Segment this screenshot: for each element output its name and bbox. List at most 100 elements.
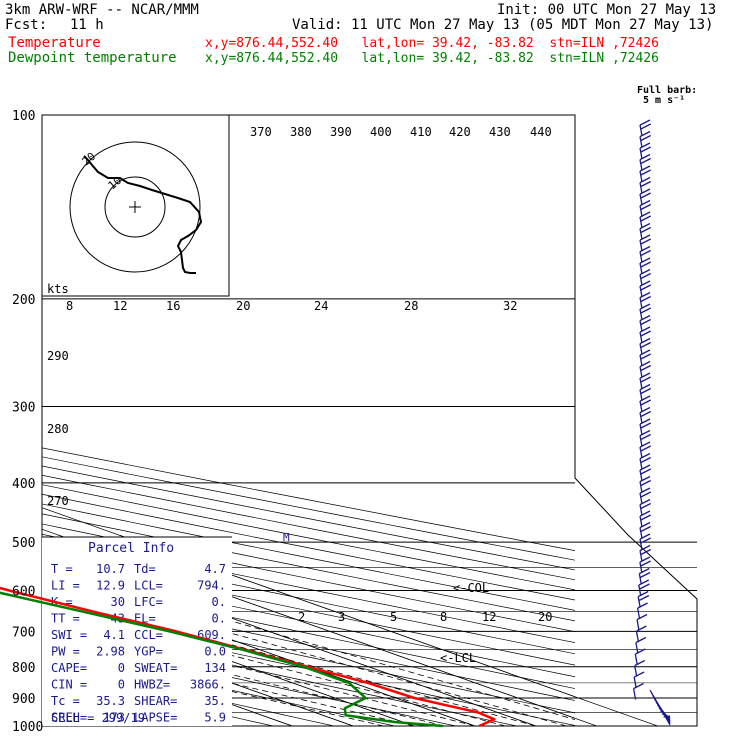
barb-flag [639,176,651,184]
parcel-value-k: 30 [111,595,125,609]
barb-flag [640,180,651,188]
parcel-label-t: T = [51,562,73,576]
barb-staff [635,642,639,654]
barb-flag [640,422,651,429]
barb-flag [640,226,651,234]
barb-staff [639,515,643,528]
barb-flag [639,567,650,575]
barb-staff [639,412,643,424]
barb-staff [639,170,643,183]
barb-flag [640,203,651,211]
parcel-label-tt: TT = [51,612,80,626]
barb-flag [639,142,651,149]
barb-staff [639,389,643,401]
barb-flag [639,395,651,402]
barb-flag [640,387,651,395]
isotherm-low-40 [117,535,658,726]
barb-flag [640,330,651,337]
barb-flag [640,307,651,314]
parcel-label-swi: SWI = [51,628,87,642]
barb-flag [639,360,651,368]
barb-staff [637,596,641,608]
moist-adiabat-2 [42,628,445,726]
barb-flag [635,648,646,655]
barb-flag [638,594,650,602]
barb-staff [638,584,642,597]
barb-flag [640,399,651,406]
barb-flag [636,613,648,621]
barb-staff [633,676,637,689]
theta-label-380: 380 [290,125,312,139]
barb-flag [639,153,651,161]
parcel-cell: CELL = 299/19 [51,711,145,725]
barb-staff [639,182,643,194]
theta-label-390: 390 [330,125,352,139]
temperature-location: x,y=876.44,552.40 lat,lon= 39.42, -83.82… [205,36,659,51]
barb-staff [636,619,640,631]
barb-flag [640,238,651,245]
barb-staff [639,228,643,240]
barb-flag [640,456,651,464]
barb-flag [640,502,651,510]
barb-flag [639,349,651,356]
pressure-label-900: 900 [12,692,35,707]
barb-staff [639,251,643,263]
barb-flag [640,537,651,544]
barb-flag [639,234,651,241]
barb-flag [639,314,651,322]
potential-temp-label-290: 290 [47,349,69,363]
parcel-title: Parcel Info [88,541,174,556]
theta-label-370: 370 [250,125,272,139]
barb-flag [640,491,651,498]
dewpoint-location: x,y=876.44,552.40 lat,lon= 39.42, -83.82… [205,51,659,66]
parcel-label-hwbz: HWBZ= [134,678,170,692]
barb-staff [639,239,643,252]
barb-flag [640,295,651,303]
barb-staff [639,366,643,378]
parcel-value-sweat: 134 [204,661,226,675]
barb-flag [640,284,651,291]
barb-flag [636,625,647,632]
barb-flag [640,261,651,268]
barb-staff [639,458,643,470]
barb-flag [640,353,651,360]
isotherm-low-30 [57,535,597,726]
moist-adiabat-6 [42,581,567,726]
parcel-value-lapse: 5.9 [204,711,226,725]
barb-flag [640,479,651,487]
pressure-label-1000: 1000 [12,720,43,735]
hodograph-kts-label: kts [47,282,69,296]
barb-flag [639,291,651,299]
barb-flag [639,406,651,414]
parcel-label-cape: CAPE= [51,661,87,675]
speed-tick-28: 28 [404,299,418,313]
forecast-hour: 11 h [70,17,104,33]
pressure-label-600: 600 [12,584,35,599]
barb-staff [635,630,640,643]
barb-staff [639,147,643,160]
barb-flag [640,192,651,199]
barb-flag [638,590,649,598]
parcel-value-pw: 2.98 [96,645,125,659]
barb-flag [639,418,651,425]
barb-staff [639,320,643,332]
barb-flag [637,602,648,609]
barb-staff [639,193,643,206]
speed-tick-8: 8 [66,299,73,313]
barb-flag [640,525,651,533]
parcel-label-pw: PW = [51,645,80,659]
barb-flag [639,165,651,172]
barb-staff [639,561,643,574]
barb-flag [640,272,651,280]
barb-flag [640,169,651,176]
forecast-label: Fcst: [5,17,48,33]
barb-flag [639,544,651,552]
barb-flag [640,560,651,567]
model-title: 3km ARW-WRF -- NCAR/MMM [5,2,199,18]
barb-staff [639,297,643,309]
barb-flag [640,249,651,257]
barb-flag [639,571,651,579]
sounding-series [0,586,496,728]
parcel-value-t: 10.7 [96,562,125,576]
